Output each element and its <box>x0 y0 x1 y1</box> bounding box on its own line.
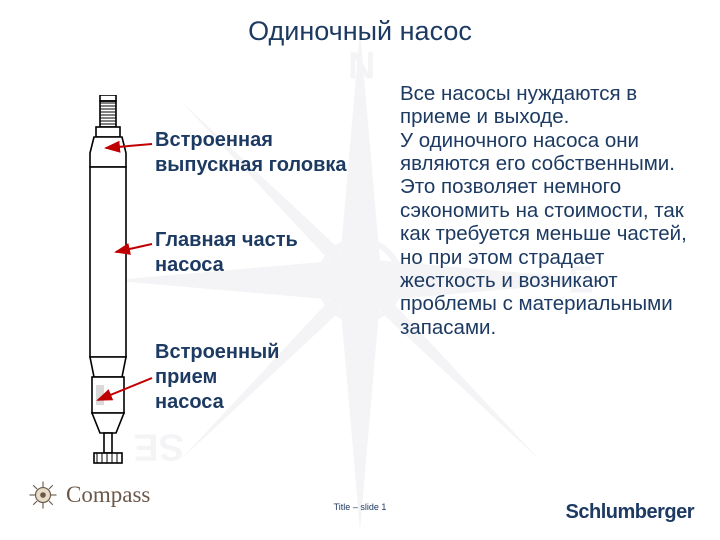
label-discharge-head: Встроенная выпускная головка <box>155 128 347 178</box>
compass-logo-text: Compass <box>66 482 150 508</box>
svg-text:N: N <box>348 45 375 87</box>
body-text: Все насосы нуждаются в приеме и выходе. … <box>400 82 690 339</box>
schlumberger-logo: Schlumberger <box>566 501 694 524</box>
svg-text:SE: SE <box>133 425 184 467</box>
slide-title: Одиночный насос <box>0 16 720 47</box>
label-main-body: Главная часть насоса <box>155 228 298 278</box>
label-intake: Встроенный прием насоса <box>155 340 279 415</box>
compass-logo: Compass <box>28 480 150 510</box>
footer-slide-id: Title – slide 1 <box>334 502 387 512</box>
pump-diagram <box>78 95 138 475</box>
compass-wheel-icon <box>28 480 58 510</box>
